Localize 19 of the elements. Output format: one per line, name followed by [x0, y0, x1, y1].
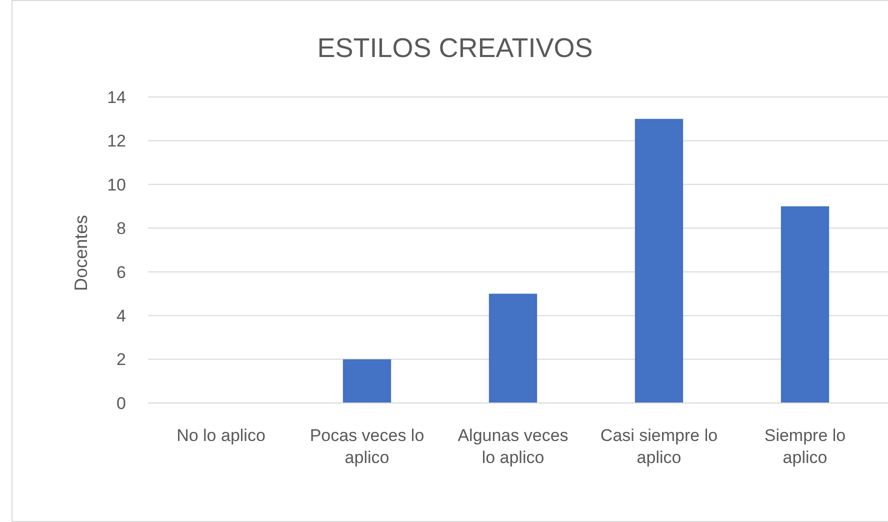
y-axis-title: Docentes — [71, 214, 91, 292]
y-tick-label: 0 — [116, 394, 126, 413]
y-tick-label: 2 — [116, 350, 126, 370]
chart-title: ESTILOS CREATIVOS — [317, 33, 593, 63]
x-tick-label: Casi siempre lo aplico — [600, 426, 718, 467]
x-tick-label: Algunas veces lo aplico — [458, 426, 568, 467]
y-tick-label: 14 — [107, 88, 126, 107]
y-tick-label: 12 — [107, 132, 126, 151]
y-tick-label: 4 — [116, 306, 126, 326]
y-tick-label: 6 — [116, 262, 126, 282]
bar — [342, 359, 392, 403]
bar — [488, 294, 538, 403]
bar — [634, 118, 684, 403]
x-tick-label: Siempre lo aplico — [764, 426, 846, 467]
x-tick-label: No lo aplico — [176, 426, 266, 445]
y-tick-label: 8 — [116, 219, 126, 238]
bar — [780, 206, 830, 403]
x-tick-label: Pocas veces lo aplico — [310, 426, 424, 467]
y-tick-label: 10 — [107, 175, 126, 194]
